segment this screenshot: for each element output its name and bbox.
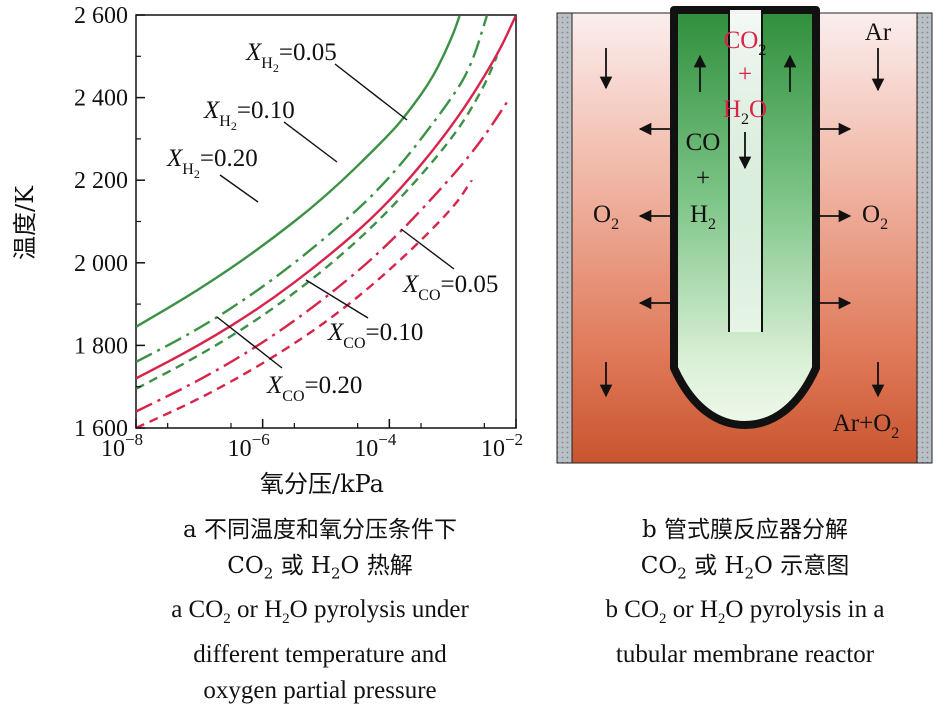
- x-tick-label: 10−6: [228, 430, 270, 462]
- leader-line-co-005: [400, 228, 455, 270]
- series-line-h2-005: [136, 15, 462, 328]
- leader-line-co-020: [216, 316, 283, 369]
- caption-a-en-3: oxygen partial pressure: [203, 676, 437, 704]
- curve-label-co-020: XCO=0.20: [266, 372, 362, 405]
- leader-line-h2-005: [334, 63, 408, 121]
- plot-frame: [135, 14, 517, 429]
- x-tick-label: 10−8: [101, 430, 143, 462]
- x-tick-label: 10−2: [481, 430, 523, 462]
- caption-b-en-1: b CO2 or H2O pyrolysis in a: [605, 595, 885, 627]
- y-tick-label: 1 800: [74, 333, 128, 359]
- y-tick-label: 2 000: [74, 251, 128, 277]
- y-tick-label: 2 200: [74, 168, 128, 194]
- y-tick-layer: 1 600 1 800 2 000 2 200 2 400 2 600: [74, 3, 145, 442]
- label-co-product: CO: [686, 129, 721, 156]
- y-tick-label: 2 400: [74, 86, 128, 112]
- caption-a-zh-1: a 不同温度和氧分压条件下: [182, 517, 458, 543]
- curve-label-h2-020: XH2=0.20: [166, 145, 258, 181]
- curve-label-co-010: XCO=0.10: [327, 319, 423, 352]
- series-line-h2-020: [136, 55, 499, 390]
- caption-b-zh-2: CO2 或 H2O 示意图: [640, 553, 850, 583]
- label-ar-inlet: Ar: [865, 19, 892, 46]
- y-axis-title: 温度/K: [11, 185, 39, 260]
- caption-a-en-1: a CO2 or H2O pyrolysis under: [171, 595, 469, 627]
- y-tick-label: 2 600: [74, 3, 128, 29]
- caption-b-zh-1: b 管式膜反应器分解: [641, 517, 849, 543]
- label-product-plus: +: [696, 165, 710, 192]
- curve-label-h2-010: XH2=0.10: [203, 97, 295, 133]
- caption-b-en-2: tubular membrane reactor: [615, 640, 875, 668]
- annotation-layer: XH2=0.05 XH2=0.10 XH2=0.20 XCO=0.05 XCO=0.10…: [166, 39, 498, 405]
- caption-b: b 管式膜反应器分解 CO2 或 H2O 示意图 b CO2 or H2O py…: [535, 512, 945, 673]
- y-tick-label: 1 600: [74, 416, 128, 442]
- x-tick-label: 10−4: [354, 430, 397, 462]
- leader-line-h2-010: [283, 121, 338, 163]
- label-h2-product: H2: [690, 201, 716, 233]
- x-axis-title: 氧分压/kPa: [260, 470, 384, 498]
- series-line-h2-010: [136, 15, 489, 363]
- reactor-diagram: CO2 + H2O CO + H2 O2 O2 Ar Ar+O2: [556, 6, 933, 464]
- label-feed-plus: +: [738, 61, 752, 88]
- reactor-right-wall: [916, 12, 933, 464]
- series-line-co-010: [136, 96, 512, 413]
- inner-channel: [729, 10, 762, 332]
- label-o2-left: O2: [593, 201, 619, 233]
- series-layer: [136, 15, 516, 428]
- label-h2o-feed: H2O: [723, 96, 767, 128]
- label-ar-o2-outlet: Ar+O2: [833, 410, 900, 442]
- curve-label-co-005: XCO=0.05: [402, 271, 498, 304]
- caption-a-zh-2: CO2 或 H2O 热解: [227, 553, 413, 583]
- leader-line-h2-020: [219, 174, 259, 203]
- caption-a-en-2: different temperature and: [193, 640, 447, 668]
- label-o2-right: O2: [862, 201, 888, 233]
- leader-line-co-010: [305, 279, 369, 319]
- flow-arrows: [599, 48, 885, 398]
- caption-a: a 不同温度和氧分压条件下 CO2 或 H2O 热解 a CO2 or H2O …: [90, 512, 550, 709]
- series-line-co-005: [136, 15, 516, 380]
- reactor-left-wall: [556, 12, 573, 464]
- series-line-co-020: [136, 179, 473, 428]
- curve-label-h2-005: XH2=0.05: [245, 39, 337, 75]
- x-tick-layer: 10−8 10−6 10−4 10−2: [101, 419, 523, 462]
- label-co2-feed: CO2: [724, 27, 767, 59]
